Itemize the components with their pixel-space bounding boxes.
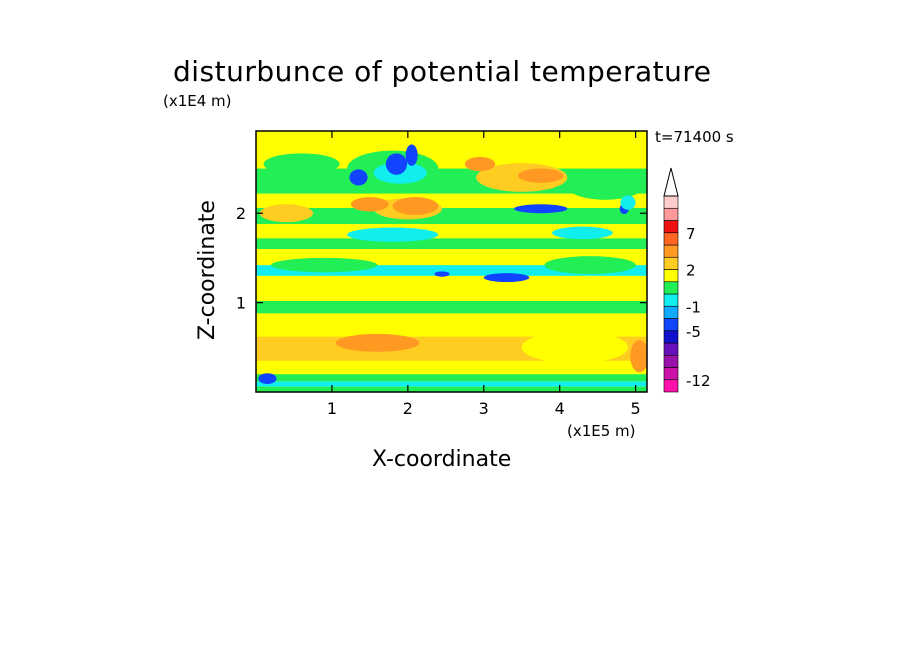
contour-band-2 [256,374,647,382]
colorbar-swatch-6 [663,305,679,319]
colorbar-swatch-11 [663,244,679,258]
contour-region-28 [464,156,496,172]
colorbar-swatch-5 [663,318,679,332]
contour-region-19 [271,257,378,273]
colorbar-swatch-10 [663,256,679,270]
y-tick-label: 2 [236,204,246,223]
colorbar-swatch-15 [663,195,679,209]
contour-band-1 [256,381,647,387]
colorbar-tick-label: -1 [686,298,701,316]
colorbar-tick-label: -5 [686,323,701,341]
colorbar-swatch-4 [663,330,679,344]
contour-region-39 [347,227,439,242]
x-tick-label: 1 [327,399,337,418]
colorbar-swatch-3 [663,342,679,356]
colorbar-tick-label: 2 [686,262,696,280]
colorbar-extend-arrow [663,167,679,197]
contour-region-24 [350,197,389,212]
contour-region-33 [349,169,368,186]
contour-region-41 [259,204,313,223]
colorbar-swatch-2 [663,354,679,368]
colorbar-tick-label: -12 [686,372,711,390]
x-tick-label: 5 [631,399,641,418]
time-annotation: t=71400 s [655,128,734,146]
contour-region-34 [385,153,408,175]
colorbar: -12-5-127 [663,167,711,393]
x-axis-label: X-coordinate [372,447,512,472]
contour-region-18 [521,331,629,364]
contour-field [256,131,647,392]
contour-region-20 [544,256,636,275]
contour-band-8 [256,265,647,276]
contour-band-10 [256,238,647,249]
contour-region-22 [434,271,450,277]
contour-region-17 [630,340,647,373]
x-tick-label: 2 [403,399,413,418]
contour-region-25 [392,197,439,216]
contour-region-30 [567,173,644,200]
contour-region-27 [517,168,564,183]
contour-region-42 [258,373,277,384]
colorbar-swatch-13 [663,220,679,234]
colorbar-swatch-14 [663,207,679,221]
colorbar-tick-label: 7 [686,225,696,243]
contour-band-6 [256,300,647,314]
contour-region-36 [514,204,568,214]
contour-region-21 [483,273,530,283]
colorbar-swatch-1 [663,367,679,381]
x-tick-label: 3 [479,399,489,418]
contour-band-5 [256,313,647,337]
plot-frame [255,130,648,393]
colorbar-swatch-0 [663,379,679,393]
y-tick-label: 1 [236,294,246,313]
contour-band-0 [256,386,647,392]
contour-band-12 [256,207,647,224]
x-axis-ticks: 1 2 3 4 5 [327,131,641,418]
y-axis-ticks: 12 [236,204,647,313]
contour-region-29 [263,153,340,175]
contour-band-7 [256,275,647,301]
y-axis-unit: (x1E4 m) [163,92,232,110]
contour-region-38 [620,195,636,210]
chart-title: disturbunce of potential temperature [173,55,712,88]
colorbar-swatch-8 [663,281,679,295]
colorbar-swatch-12 [663,232,679,246]
colorbar-swatch-7 [663,293,679,307]
contour-region-16 [335,333,420,352]
contour-region-35 [405,144,418,166]
x-tick-label: 4 [555,399,565,418]
contour-region-40 [552,226,613,240]
x-axis-unit: (x1E5 m) [567,422,636,440]
colorbar-swatch-9 [663,269,679,283]
